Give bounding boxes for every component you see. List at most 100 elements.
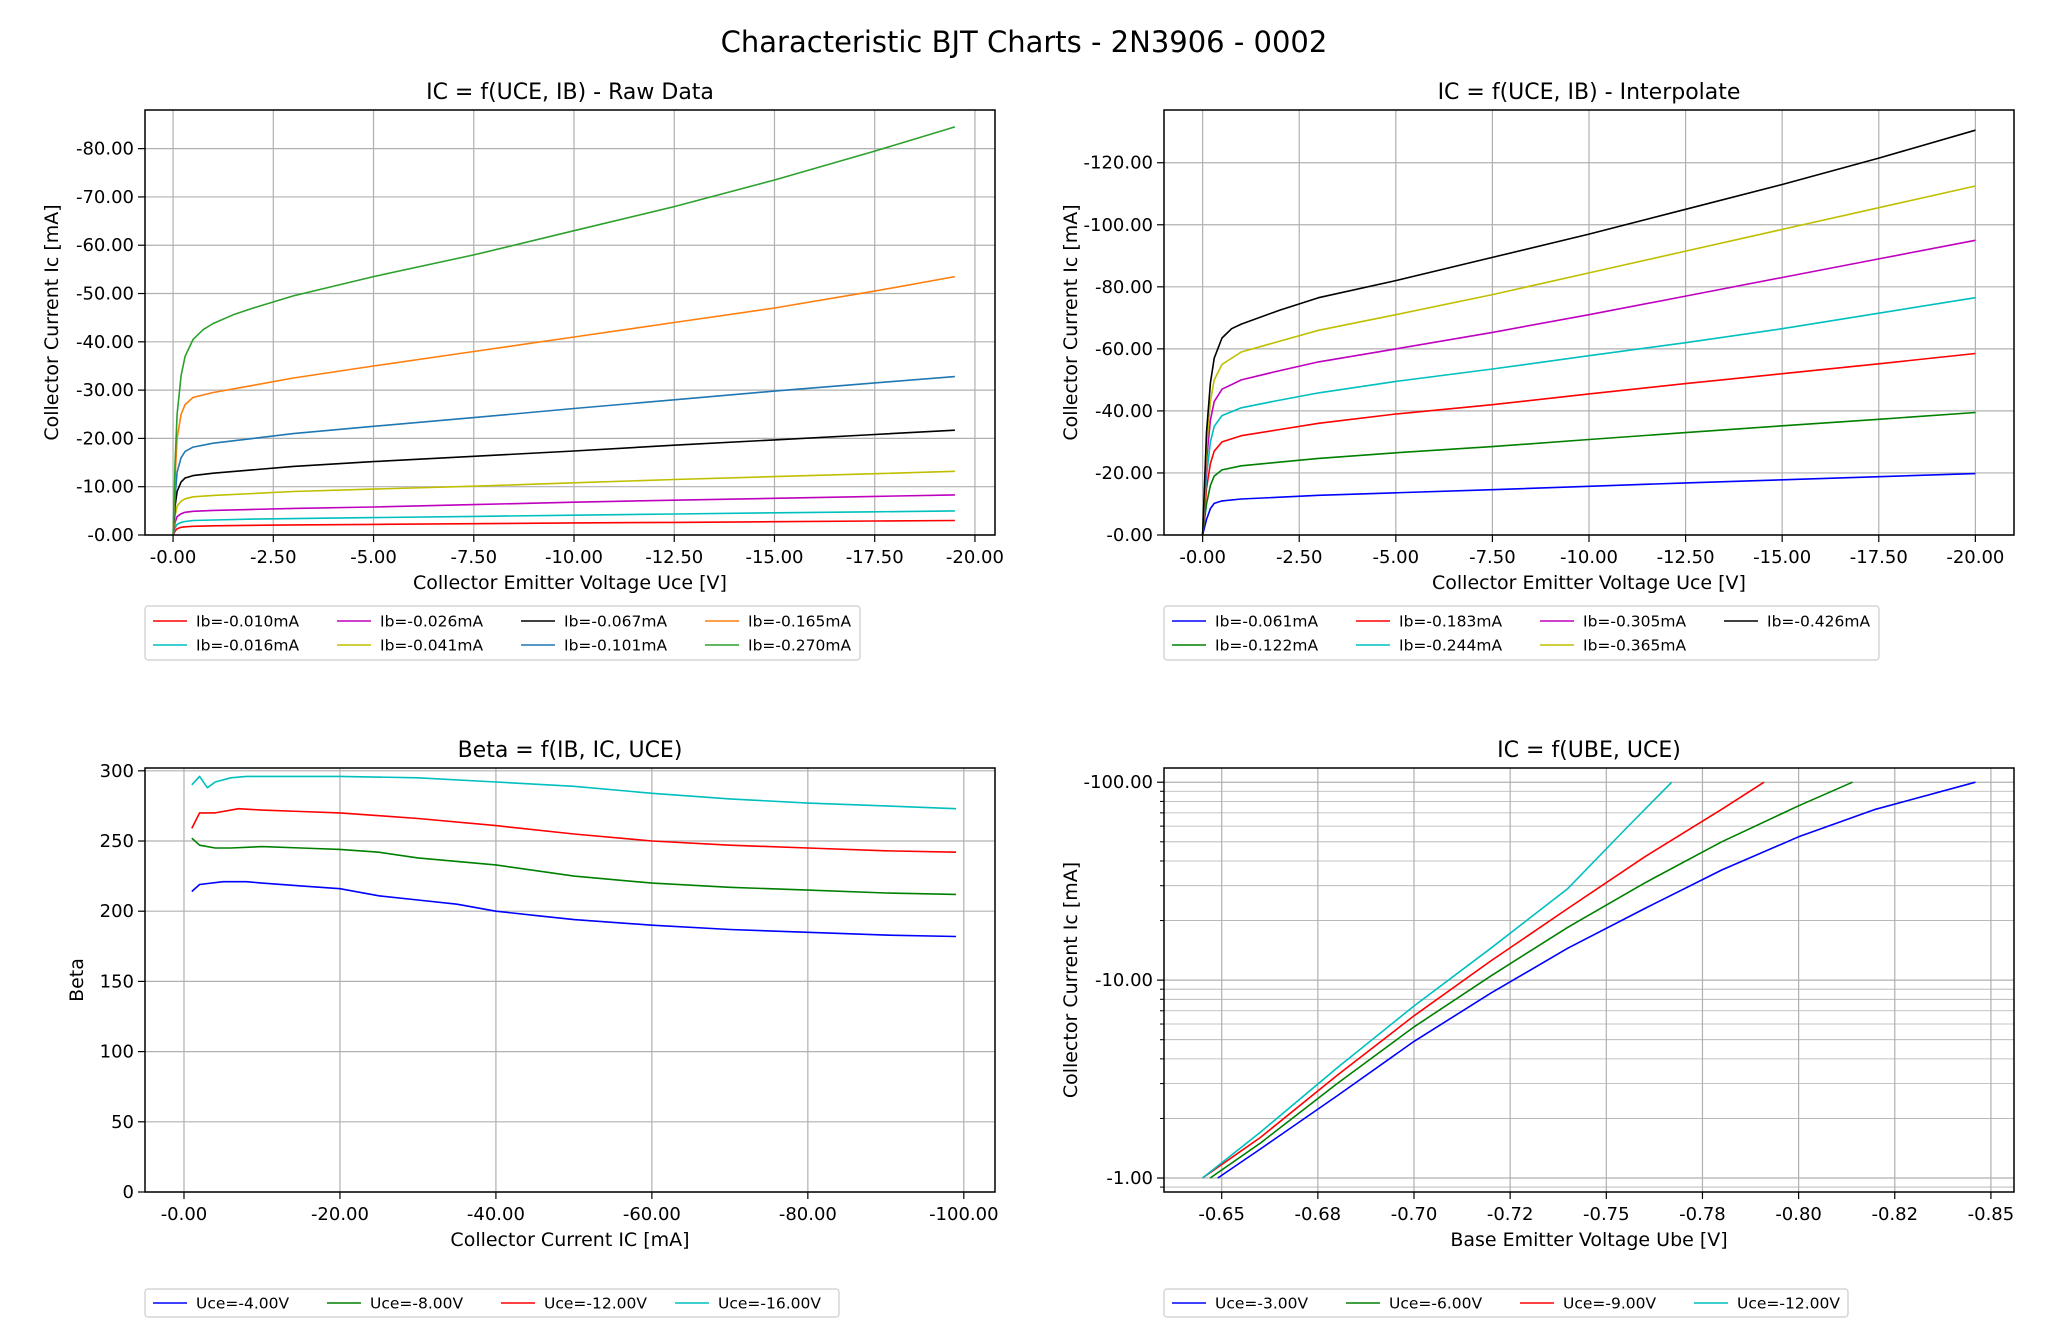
legend-label-raw-7: Ib=-0.270mA (748, 637, 851, 655)
series-line-interp-0 (1201, 472, 1976, 535)
x-tick-label-ube: -0.75 (1583, 1204, 1630, 1225)
y-axis-label-interp: Collector Current Ic [mA] (1060, 204, 1082, 440)
legend-label-raw-2: Ib=-0.026mA (380, 613, 483, 631)
series-line-beta-3 (191, 775, 957, 810)
y-tick-label-beta: 200 (100, 901, 134, 922)
chart-title-interp: IC = f(UCE, IB) - Interpolate (1438, 80, 1741, 105)
y-tick-label-raw: -20.00 (76, 428, 134, 449)
x-axis-label-ube: Base Emitter Voltage Ube [V] (1450, 1229, 1727, 1251)
legend-label-interp-5: Ib=-0.365mA (1583, 637, 1686, 655)
y-tick-label-beta: 0 (123, 1182, 134, 1203)
y-tick-label-interp: -0.00 (1106, 525, 1153, 546)
y-tick-label-ube: -100.00 (1084, 772, 1153, 793)
y-tick-label-raw: -0.00 (87, 525, 134, 546)
chart-title-beta: Beta = f(IB, IC, UCE) (458, 738, 683, 763)
series-line-ube-2 (1202, 781, 1765, 1179)
x-tick-label-ube: -0.70 (1391, 1204, 1438, 1225)
y-tick-label-interp: -40.00 (1095, 401, 1153, 422)
plot-frame-ube (1163, 767, 2015, 1193)
x-tick-label-beta: -0.00 (161, 1204, 208, 1225)
x-tick-label-raw: -12.50 (645, 547, 703, 568)
legend-label-beta-1: Uce=-8.00V (370, 1295, 463, 1313)
x-tick-label-ube: -0.78 (1679, 1204, 1726, 1225)
x-tick-label-interp: -17.50 (1850, 547, 1908, 568)
y-axis-label-beta: Beta (66, 958, 88, 1002)
series-line-raw-4 (172, 429, 955, 535)
x-tick-label-ube: -0.65 (1198, 1204, 1245, 1225)
y-tick-label-raw: -30.00 (76, 380, 134, 401)
y-axis-label-ube: Collector Current Ic [mA] (1060, 862, 1082, 1098)
legend-label-raw-0: Ib=-0.010mA (196, 613, 299, 631)
series-line-interp-1 (1201, 411, 1976, 535)
y-tick-label-interp: -20.00 (1095, 463, 1153, 484)
series-line-ube-3 (1202, 781, 1673, 1179)
x-axis-label-raw: Collector Emitter Voltage Uce [V] (413, 572, 727, 594)
chart-raw: -0.00 -2.50 -5.00 -7.50 -10.00 -12.50 -15.00 -1… (41, 80, 1004, 661)
x-tick-label-interp: -15.00 (1753, 547, 1811, 568)
y-axis-label-raw: Collector Current Ic [mA] (41, 204, 63, 440)
legend-label-interp-4: Ib=-0.305mA (1583, 613, 1686, 631)
x-tick-label-raw: -5.00 (350, 547, 397, 568)
legend-label-interp-1: Ib=-0.122mA (1215, 637, 1318, 655)
y-tick-label-raw: -50.00 (76, 284, 134, 305)
y-tick-label-ube: -10.00 (1095, 970, 1153, 991)
legend-label-raw-5: Ib=-0.101mA (564, 637, 667, 655)
x-tick-label-interp: -0.00 (1179, 547, 1226, 568)
chart-beta: -0.00 -20.00 -40.00 -60.00 -80.00 -100.00 0 50 1… (66, 738, 999, 1318)
legend-label-beta-3: Uce=-16.00V (718, 1295, 821, 1313)
x-tick-label-interp: -7.50 (1469, 547, 1516, 568)
legend-label-raw-3: Ib=-0.041mA (380, 637, 483, 655)
chart-title-ube: IC = f(UBE, UCE) (1497, 738, 1681, 763)
legend-box-raw (144, 605, 861, 661)
legend-label-beta-0: Uce=-4.00V (196, 1295, 289, 1313)
series-line-raw-1 (172, 510, 955, 535)
plot-frame-beta (144, 767, 996, 1193)
x-tick-label-raw: -2.50 (250, 547, 297, 568)
y-tick-label-raw: -40.00 (76, 332, 134, 353)
x-tick-label-interp: -2.50 (1276, 547, 1323, 568)
series-line-interp-3 (1201, 296, 1976, 535)
legend-label-raw-4: Ib=-0.067mA (564, 613, 667, 631)
series-line-interp-5 (1201, 185, 1976, 535)
x-tick-label-beta: -80.00 (779, 1204, 837, 1225)
x-tick-label-ube: -0.85 (1968, 1204, 2015, 1225)
legend-box-ube (1163, 1288, 1849, 1318)
series-line-interp-2 (1201, 352, 1976, 535)
legend-label-interp-2: Ib=-0.183mA (1399, 613, 1502, 631)
x-tick-label-interp: -5.00 (1373, 547, 1420, 568)
y-tick-label-interp: -100.00 (1084, 215, 1153, 236)
x-tick-label-beta: -20.00 (311, 1204, 369, 1225)
series-line-beta-0 (191, 880, 957, 938)
y-tick-label-beta: 250 (100, 831, 134, 852)
y-tick-label-interp: -60.00 (1095, 339, 1153, 360)
x-tick-label-interp: -12.50 (1657, 547, 1715, 568)
x-tick-label-raw: -20.00 (946, 547, 1004, 568)
x-tick-label-ube: -0.80 (1775, 1204, 1822, 1225)
x-tick-label-beta: -40.00 (467, 1204, 525, 1225)
legend-label-ube-3: Uce=-12.00V (1737, 1295, 1840, 1313)
y-tick-label-interp: -80.00 (1095, 277, 1153, 298)
legend-label-beta-2: Uce=-12.00V (544, 1295, 647, 1313)
figure-title: Characteristic BJT Charts - 2N3906 - 000… (721, 25, 1328, 59)
series-line-raw-7 (172, 126, 956, 535)
x-tick-label-interp: -20.00 (1946, 547, 2004, 568)
plot-frame-interp (1163, 109, 2015, 536)
legend-box-beta (144, 1288, 840, 1318)
x-tick-label-ube: -0.82 (1871, 1204, 1918, 1225)
legend-label-interp-6: Ib=-0.426mA (1767, 613, 1870, 631)
y-tick-label-raw: -10.00 (76, 477, 134, 498)
chart-ube: -0.65 -0.68 -0.70 -0.72 -0.75 -0.78 -0.80 -0.82… (1060, 738, 2015, 1318)
y-tick-label-beta: 150 (100, 971, 134, 992)
chart-title-raw: IC = f(UCE, IB) - Raw Data (426, 80, 714, 105)
y-tick-label-beta: 50 (111, 1112, 134, 1133)
charts: -0.00 -2.50 -5.00 -7.50 -10.00 -12.50 -15.00 -1… (41, 80, 2015, 1318)
series-line-ube-1 (1209, 781, 1853, 1179)
x-tick-label-raw: -17.50 (846, 547, 904, 568)
series-line-interp-4 (1201, 239, 1976, 535)
y-tick-label-interp: -120.00 (1084, 153, 1153, 174)
legend-label-ube-1: Uce=-6.00V (1389, 1295, 1482, 1313)
x-tick-label-beta: -60.00 (623, 1204, 681, 1225)
x-tick-label-raw: -0.00 (150, 547, 197, 568)
